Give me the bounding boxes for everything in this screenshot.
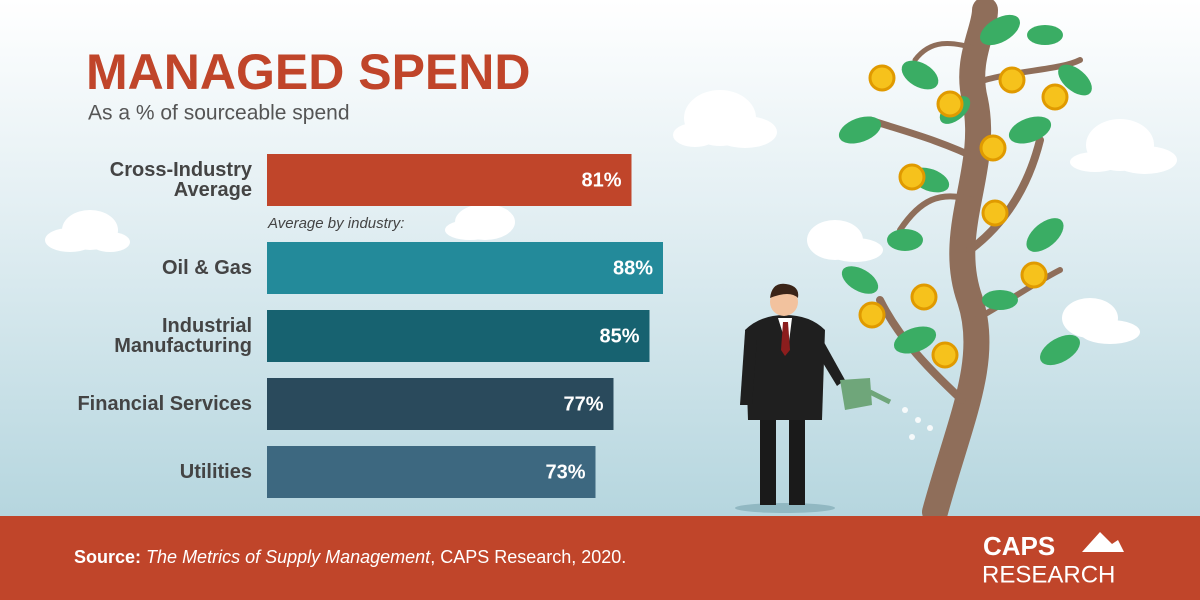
logo-mark xyxy=(1082,532,1124,552)
category-label: Industrial Manufacturing xyxy=(114,315,252,357)
source: Source: The Metrics of Supply Management… xyxy=(74,547,626,567)
source-rest: , CAPS Research, 2020. xyxy=(430,547,626,567)
bar xyxy=(267,378,614,430)
bar xyxy=(267,310,650,362)
annotation: Average by industry: xyxy=(267,215,404,232)
footer-band xyxy=(0,516,1200,600)
source-label: Source: xyxy=(74,547,141,567)
clouds xyxy=(45,90,1177,344)
category-label: Utilities xyxy=(179,461,252,483)
value-label: 85% xyxy=(599,325,639,347)
man xyxy=(735,283,933,513)
chart-subtitle: As a % of sourceable spend xyxy=(88,102,350,125)
bar xyxy=(267,242,663,294)
logo-bottom: RESEARCH xyxy=(982,561,1115,588)
value-label: 81% xyxy=(581,169,621,191)
category-label: Cross-Industry Average xyxy=(109,159,252,201)
category-label: Oil & Gas xyxy=(161,257,252,279)
value-label: 73% xyxy=(545,461,585,483)
leaves xyxy=(838,14,1092,366)
value-label: 88% xyxy=(613,257,653,279)
bar xyxy=(267,446,596,498)
category-label: Financial Services xyxy=(77,393,252,415)
bar xyxy=(267,154,632,206)
value-label: 77% xyxy=(563,393,603,415)
logo-top: CAPS xyxy=(983,531,1055,561)
coins xyxy=(858,64,1069,369)
source-title: The Metrics of Supply Management xyxy=(146,547,431,567)
chart-title: MANAGED SPEND xyxy=(86,44,530,100)
